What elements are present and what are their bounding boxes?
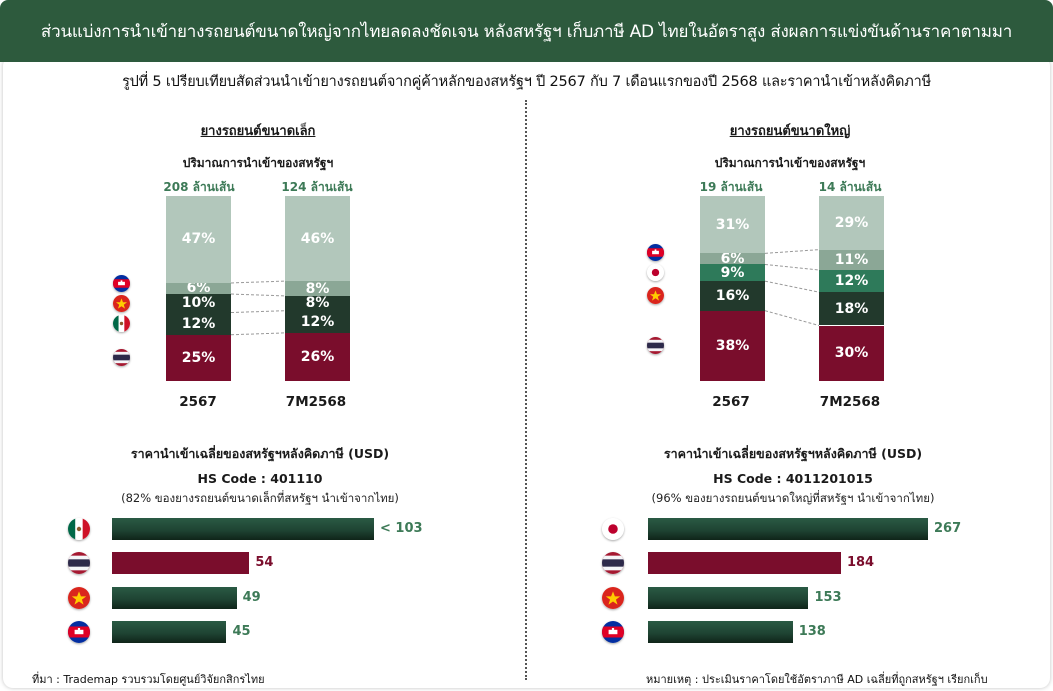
hs-note-large: (96% ของยางรถยนต์ขนาดใหญ่ที่สหรัฐฯ นำเข้…	[651, 491, 935, 505]
data-label: 18%	[834, 300, 869, 317]
volume-title-small: ปริมาณการนำเข้าของสหรัฐฯ	[182, 156, 334, 170]
bar-segment-thailand: 25%	[166, 334, 231, 381]
bar-segment-vietnam: 18%	[819, 292, 884, 326]
data-label: 38%	[715, 337, 750, 354]
total-label: 208 ล้านเส้น	[163, 180, 235, 194]
data-label: 12%	[181, 315, 216, 332]
bar-segment-cambodia: 6%	[166, 280, 231, 297]
data-label: 47%	[181, 231, 216, 248]
data-label: 8%	[305, 295, 330, 312]
data-label: 29%	[834, 214, 869, 231]
price-bar-cambodia	[112, 621, 227, 643]
bar-segment-thailand: 38%	[700, 310, 765, 381]
panel-divider	[525, 100, 527, 680]
cambodia-flag-icon	[647, 244, 664, 262]
bar-segment-others: 46%	[285, 196, 350, 282]
data-label: 10%	[181, 295, 216, 312]
price-value-label: 267	[934, 521, 962, 536]
price-bar-vietnam	[648, 587, 809, 609]
hs-note-small: (82% ของยางรถยนต์ขนาดเล็กที่สหรัฐฯ นำเข้…	[121, 491, 399, 505]
hs-code-small: HS Code : 401110	[197, 471, 323, 486]
bar-segment-cambodia: 11%	[819, 249, 884, 270]
price-value-label: 184	[846, 555, 875, 570]
vietnam-flag-icon	[113, 294, 130, 312]
price-bar-japan	[648, 518, 928, 540]
data-label: 12%	[834, 273, 869, 290]
data-label: 11%	[834, 251, 869, 268]
japan-flag-icon	[647, 264, 664, 282]
bar-segment-vietnam: 8%	[285, 295, 350, 312]
price-value-label: 153	[814, 590, 842, 605]
x-tick-label: 2567	[712, 394, 750, 410]
price-value-label: 49	[242, 590, 261, 605]
method-note: หมายเหตุ : ประเมินราคาโดยใช้อัตราภาษี AD…	[646, 673, 988, 686]
price-value-label: 45	[232, 624, 251, 639]
hs-code-large: HS Code : 4011201015	[713, 471, 873, 486]
thailand-flag-icon	[647, 337, 664, 355]
japan-flag-icon	[602, 518, 624, 540]
panel-title-large-tires: ยางรถยนต์ขนาดใหญ่	[729, 124, 851, 139]
data-label: 26%	[300, 348, 335, 365]
bar-segment-mexico: 12%	[285, 310, 350, 333]
thailand-flag-icon	[113, 349, 130, 367]
bar-segment-thailand: 26%	[285, 332, 350, 381]
price-title-large: ราคานำเข้าเฉลี่ยของสหรัฐฯหลังคิดภาษี (US…	[663, 446, 923, 461]
bar-segment-japan: 9%	[700, 264, 765, 282]
bar-segment-others: 31%	[700, 196, 765, 254]
price-title-small: ราคานำเข้าเฉลี่ยของสหรัฐฯหลังคิดภาษี (US…	[130, 446, 390, 461]
price-value-label: 138	[798, 624, 826, 639]
price-value-label: < 103	[380, 521, 423, 536]
mexico-flag-icon	[68, 518, 90, 540]
bar-segment-mexico: 12%	[166, 312, 231, 335]
total-label: 124 ล้านเส้น	[281, 180, 353, 194]
vietnam-flag-icon	[647, 287, 664, 305]
total-label: 14 ล้านเส้น	[818, 180, 882, 194]
thailand-flag-icon	[68, 552, 90, 574]
x-tick-label: 7M2568	[819, 394, 881, 410]
figure-title: รูปที่ 5 เปรียบเทียบสัดส่วนนำเข้ายางรถยน…	[122, 74, 931, 90]
x-tick-label: 7M2568	[285, 394, 347, 410]
price-bar-cambodia	[648, 621, 793, 643]
bar-segment-others: 47%	[166, 196, 231, 283]
thailand-flag-icon	[602, 552, 624, 574]
data-label: 6%	[186, 280, 211, 297]
cambodia-flag-icon	[68, 621, 90, 643]
header-title: ส่วนแบ่งการนำเข้ายางรถยนต์ขนาดใหญ่จากไทย…	[0, 0, 1053, 62]
source-note: ที่มา : Trademap รวบรวมโดยศูนย์วิจัยกสิก…	[32, 673, 265, 686]
bar-segment-vietnam: 10%	[166, 294, 231, 313]
bar-segment-japan: 12%	[819, 270, 884, 293]
price-bar-thailand	[112, 552, 250, 574]
panel-title-small-tires: ยางรถยนต์ขนาดเล็ก	[200, 124, 316, 139]
mexico-flag-icon	[113, 315, 130, 333]
bar-segment-cambodia: 6%	[700, 250, 765, 267]
data-label: 12%	[300, 313, 335, 330]
data-label: 8%	[305, 280, 330, 297]
cambodia-flag-icon	[602, 621, 624, 643]
vietnam-flag-icon	[602, 587, 624, 609]
data-label: 30%	[834, 345, 869, 362]
price-bar-thailand	[648, 552, 841, 574]
data-label: 25%	[181, 349, 216, 366]
vietnam-flag-icon	[68, 587, 90, 609]
volume-title-large: ปริมาณการนำเข้าของสหรัฐฯ	[714, 156, 866, 170]
data-label: 6%	[720, 250, 745, 267]
bar-segment-others: 29%	[819, 196, 884, 250]
bar-segment-cambodia: 8%	[285, 280, 350, 297]
bar-segment-thailand: 30%	[819, 325, 884, 381]
total-label: 19 ล้านเส้น	[699, 180, 763, 194]
data-label: 9%	[720, 264, 745, 281]
price-bar-mexico	[112, 518, 374, 540]
data-label: 31%	[715, 216, 750, 233]
cambodia-flag-icon	[113, 274, 130, 292]
data-label: 46%	[300, 230, 335, 247]
price-bar-vietnam	[112, 587, 237, 609]
price-value-label: 54	[255, 555, 274, 570]
x-tick-label: 2567	[179, 394, 217, 410]
bar-segment-vietnam: 16%	[700, 281, 765, 311]
data-label: 16%	[715, 287, 750, 304]
